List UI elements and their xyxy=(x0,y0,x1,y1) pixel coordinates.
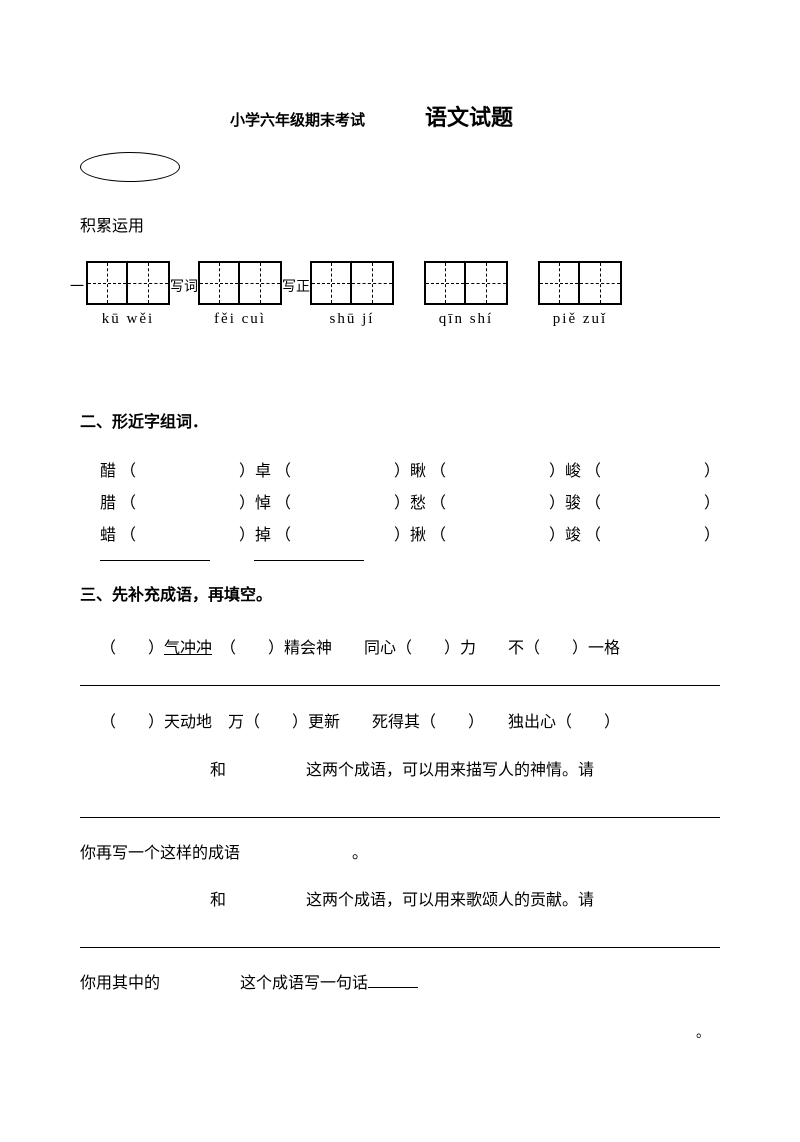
underline-row xyxy=(80,553,720,561)
exam-subtitle: 小学六年级期末考试 xyxy=(230,109,365,130)
pinyin-1: kū wěi xyxy=(102,311,154,328)
pinyin-2: fěi cuì xyxy=(214,311,266,328)
char-row-1: 醋（） 卓（） 瞅（） 峻（） xyxy=(80,457,720,481)
full-underline-1 xyxy=(80,668,720,686)
score-oval xyxy=(80,152,180,182)
char-row-2: 腊（） 悼（） 愁（） 骏（） xyxy=(80,489,720,513)
pinyin-box-2: fěi cuì xyxy=(198,261,282,328)
q1-prefix: 一 xyxy=(70,276,84,296)
pinyin-box-5: piě zuǐ xyxy=(538,261,622,328)
idiom-line-2: （ ）天动地 万（ ）更新 死得其（ ） 独出心（ ） xyxy=(80,704,720,742)
exam-title: 语文试题 xyxy=(425,100,513,132)
sentence-1: 和 这两个成语，可以用来描写人的神情。请 xyxy=(80,753,720,788)
pinyin-3: shū jí xyxy=(330,311,375,328)
q2-heading: 二、形近字组词． xyxy=(80,408,720,432)
sentence-4: 你用其中的 这个成语写一句话 xyxy=(80,966,720,1001)
section-accumulate-label: 积累运用 xyxy=(80,212,720,236)
full-underline-2 xyxy=(80,800,720,818)
pinyin-5: piě zuǐ xyxy=(553,311,607,328)
inline-label-2: 写正 xyxy=(282,276,310,296)
pinyin-4: qīn shí xyxy=(439,311,493,328)
idiom-line-1: （ ）气冲冲 （ ）精会神 同心（ ）力 不（ ）一格 xyxy=(80,630,720,668)
pinyin-box-3: shū jí xyxy=(310,261,394,328)
sentence-3: 和 这两个成语，可以用来歌颂人的贡献。请 xyxy=(80,883,720,918)
sentence-2: 你再写一个这样的成语 。 xyxy=(80,836,720,871)
pinyin-write-row: 一 kū wěi 写词 fěi cuì 写正 shū jí qīn shí pi… xyxy=(80,261,720,328)
char-row-3: 蜡（） 掉（） 揪（） 竣（） xyxy=(80,521,720,545)
pinyin-box-4: qīn shí xyxy=(424,261,508,328)
inline-label-1: 写词 xyxy=(170,276,198,296)
q3-heading: 三、先补充成语，再填空。 xyxy=(80,581,720,605)
full-underline-3 xyxy=(80,930,720,948)
pinyin-box-1: kū wěi xyxy=(86,261,170,328)
end-period: 。 xyxy=(80,1022,720,1042)
